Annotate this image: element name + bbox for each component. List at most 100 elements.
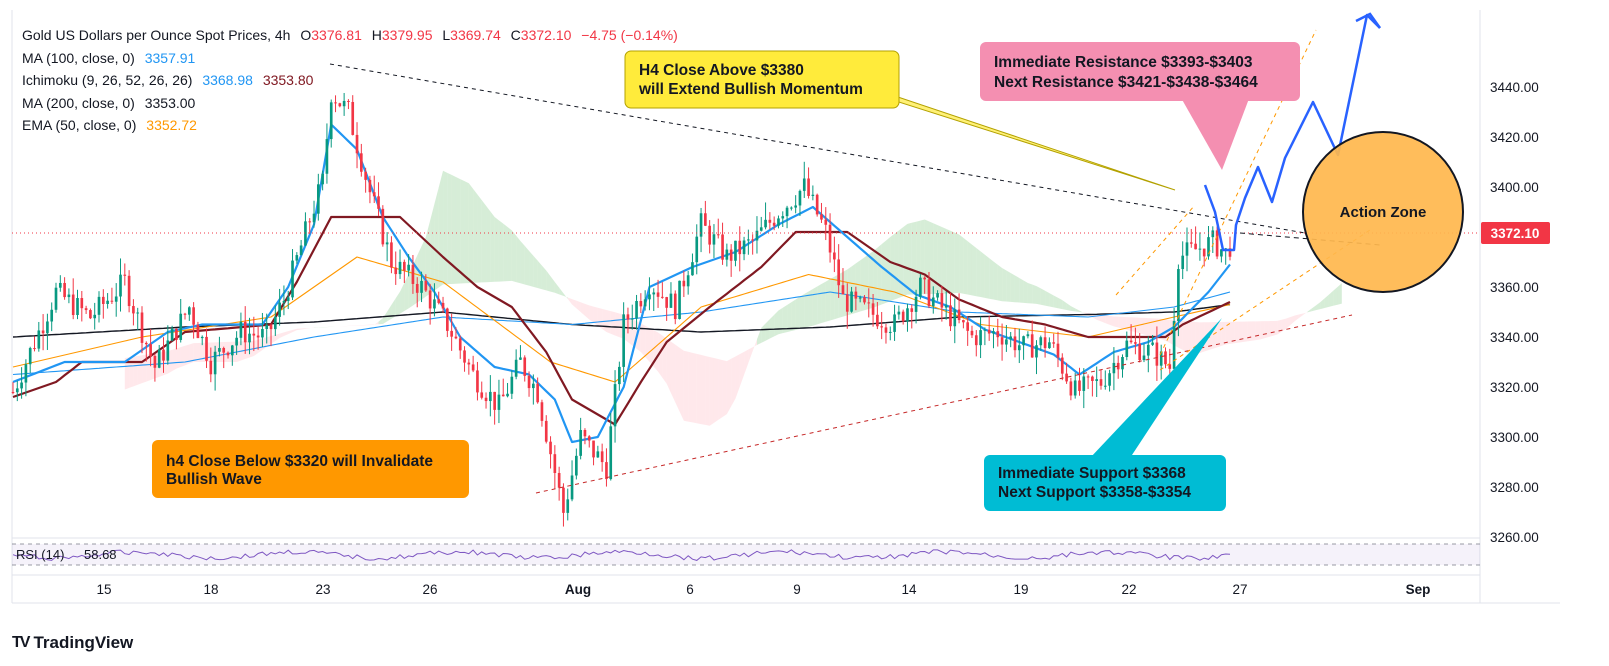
candle [351,95,355,136]
cloud-segment [799,294,805,329]
callout-pointer-yellow [879,95,1176,191]
candle [557,466,561,501]
candle [192,302,195,339]
candle [1069,377,1073,401]
candle [931,286,935,314]
cloud-segment [292,328,297,333]
cloud-segment [507,227,512,282]
cloud-segment [554,282,560,295]
candle [734,240,737,267]
candle [575,448,578,480]
candle [84,305,88,314]
candle [437,291,441,305]
candle [1052,333,1056,348]
cloud-segment [271,334,276,344]
cloud-segment [920,219,925,295]
legend-title-row: Gold US Dollars per Ounce Spot Prices, 4… [22,24,678,47]
cloud-segment [950,230,955,294]
cloud-segment [387,304,392,322]
cloud-segment [959,234,964,294]
candle [1164,347,1167,369]
cloud-segment [279,332,284,338]
candle [58,275,62,292]
candle [200,335,204,346]
candle [824,207,828,241]
candle [205,328,208,369]
candle [936,290,939,301]
cloud-segment [494,217,499,282]
cloud-segment [283,331,289,337]
cloud-segment [1152,318,1157,338]
cloud-segment [993,261,998,301]
cloud-segment [670,341,676,403]
cloud-segment [649,328,654,367]
candle [506,382,509,398]
close-value: 3372.10 [520,27,572,43]
candle [755,216,759,254]
cloud-segment [718,359,723,420]
legend-ichimoku: Ichimoku (9, 26, 52, 26, 26) 3368.98 335… [22,69,678,92]
cloud-segment [1002,267,1007,302]
cloud-segment [455,177,461,284]
cloud-segment [1238,321,1243,343]
cloud-segment [447,172,452,285]
cloud-segment [791,299,796,332]
cloud-segment [1100,314,1106,324]
candle [661,282,664,299]
candle [248,317,251,355]
cloud-segment [1268,320,1274,337]
candle [33,336,36,352]
cloud-segment [1264,321,1269,339]
cloud-segment [460,179,465,284]
cloud-segment [468,183,474,284]
candle [798,189,802,217]
candle [1185,227,1189,272]
candle [187,306,191,321]
candle [1202,248,1206,267]
candle [316,173,320,221]
tradingview-brand[interactable]: TV TradingView [12,633,133,653]
cloud-segment [941,227,947,294]
candle [93,302,97,330]
candle [759,216,763,232]
candle [777,215,780,229]
candle [510,370,514,399]
x-tick-label: 6 [686,582,694,597]
cloud-segment [537,260,542,290]
candle [80,290,84,322]
ichimoku-tenkan-value: 3368.98 [202,72,253,88]
candle [691,253,694,276]
cloud-segment [1066,303,1071,311]
candle [54,282,58,313]
candle [1155,326,1159,381]
candle [1207,226,1210,260]
candle [1078,367,1081,396]
cloud-segment [266,336,272,347]
cloud-segment [1139,317,1144,335]
cloud-segment [911,221,917,295]
candle [605,448,608,487]
candle [897,305,901,320]
change-value: −4.75 (−0.14%) [581,27,678,43]
candle [136,307,140,331]
cloud-segment [877,244,882,307]
cloud-segment [855,260,861,313]
candle [1022,335,1025,360]
rsi-line [12,549,1231,561]
cloud-segment [1019,277,1024,303]
cloud-segment [1281,318,1286,332]
cloud-segment [1273,320,1278,336]
candle [222,346,226,369]
candle [974,330,978,357]
candle [179,298,183,343]
candle [686,270,690,295]
cloud-segment [189,343,194,364]
candle [527,371,531,397]
candle [123,263,127,286]
cloud-segment [391,298,396,319]
cloud-segment [503,223,508,282]
candle [157,344,161,369]
x-tick-label: 14 [901,582,917,597]
candle [286,290,290,310]
candle [1065,362,1068,384]
